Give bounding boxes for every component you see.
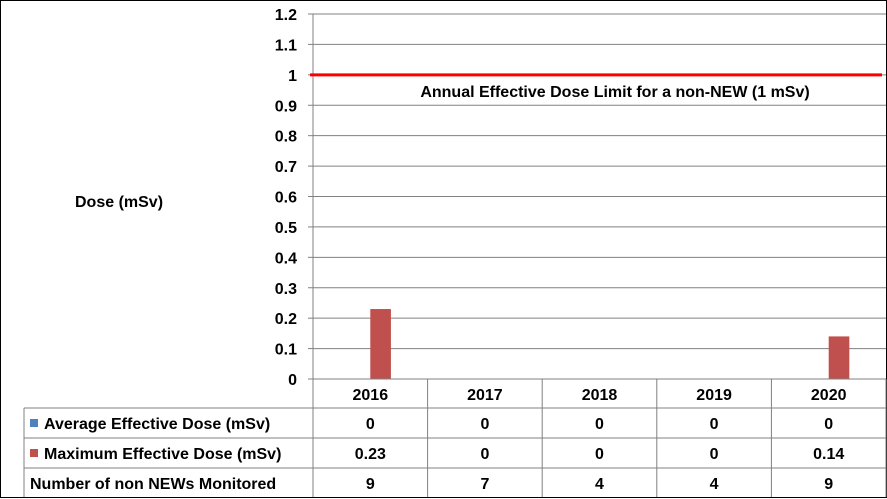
y-tick-label: 0.7 (275, 159, 297, 176)
y-tick-label: 0.3 (275, 281, 297, 298)
y-tick-label: 0.5 (275, 220, 297, 237)
table-cell: 0 (824, 416, 833, 433)
y-tick-label: 0.8 (275, 129, 297, 146)
y-tick-label: 0.9 (275, 98, 297, 115)
table-cell: 0 (710, 446, 719, 463)
table-cell: 7 (480, 476, 489, 493)
table-cell: 0 (366, 416, 375, 433)
table-cell: 0 (595, 416, 604, 433)
legend-key-average (30, 419, 38, 427)
y-axis-label: Dose (mSv) (75, 194, 163, 211)
y-tick-label: 1 (288, 68, 297, 85)
y-tick-label: 1.2 (275, 7, 297, 24)
bar-maximum-2016 (370, 309, 391, 379)
table-cell: 0.14 (813, 446, 844, 463)
bar-maximum-2020 (828, 336, 850, 379)
table-row-label: Average Effective Dose (mSv) (44, 416, 270, 433)
x-tick-label-2020: 2020 (811, 387, 847, 404)
y-tick-label: 0.1 (275, 342, 297, 359)
table-cell: 4 (710, 476, 719, 493)
table-cell: 0 (480, 416, 489, 433)
table-cell: 9 (366, 476, 375, 493)
table-cell: 0.23 (355, 446, 386, 463)
y-tick-label: 1.1 (275, 37, 297, 54)
y-tick-label: 0.4 (275, 250, 297, 267)
x-tick-label-2018: 2018 (582, 387, 618, 404)
table-cell: 9 (824, 476, 833, 493)
y-tick-label: 0.6 (275, 190, 297, 207)
table-cell: 0 (595, 446, 604, 463)
y-tick-label: 0.2 (275, 311, 297, 328)
table-cell: 4 (595, 476, 604, 493)
table-row-label: Number of non NEWs Monitored (30, 476, 276, 493)
legend-key-maximum (30, 449, 38, 457)
x-tick-label-2017: 2017 (467, 387, 503, 404)
x-tick-label-2019: 2019 (696, 387, 732, 404)
x-tick-label-2016: 2016 (353, 387, 389, 404)
table-cell: 0 (480, 446, 489, 463)
table-row-label: Maximum Effective Dose (mSv) (44, 446, 281, 463)
table-cell: 0 (710, 416, 719, 433)
y-tick-label: 0 (288, 372, 297, 389)
dose-limit-annotation: Annual Effective Dose Limit for a non-NE… (420, 84, 809, 101)
